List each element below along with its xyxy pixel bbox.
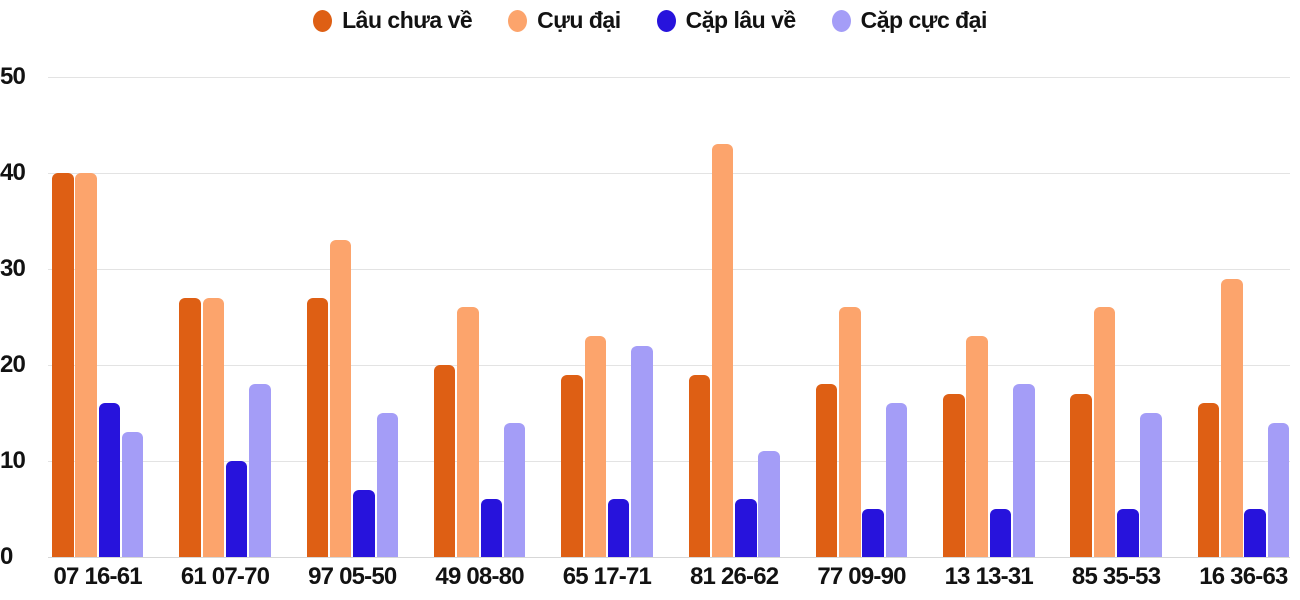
y-axis-tick-label-50: 50 bbox=[0, 63, 26, 90]
legend-label: Lâu chưa về bbox=[342, 7, 473, 33]
x-axis-category-label: 97 05-50 bbox=[308, 563, 397, 590]
bar-series3-group1 bbox=[98, 403, 121, 557]
bar-series4-group7 bbox=[885, 403, 908, 557]
x-axis-category-label: 77 09-90 bbox=[817, 563, 906, 590]
x-axis-category-label: 13 13-31 bbox=[944, 563, 1034, 590]
gridline-50 bbox=[48, 76, 1290, 78]
gridline-40 bbox=[48, 172, 1290, 174]
x-axis-category-label: 81 26-62 bbox=[690, 563, 779, 590]
legend-label: Cặp cực đại bbox=[860, 7, 988, 33]
legend-swatch-icon bbox=[656, 9, 676, 32]
bar-series1-group5 bbox=[561, 374, 583, 557]
bar-series1-group2 bbox=[179, 297, 201, 557]
bar-series4-group1 bbox=[121, 432, 144, 557]
bar-series4-group5 bbox=[631, 345, 653, 557]
bar-series2-group3 bbox=[329, 240, 352, 557]
bar-series1-group7 bbox=[815, 384, 838, 557]
bar-series1-group10 bbox=[1197, 403, 1220, 557]
bar-series2-group8 bbox=[966, 336, 988, 557]
x-axis-category-label: 61 07-70 bbox=[180, 563, 270, 590]
bar-series1-group3 bbox=[306, 297, 329, 557]
bar-series4-group10 bbox=[1267, 422, 1290, 557]
y-axis-tick-label-10: 10 bbox=[0, 447, 26, 474]
bar-series3-group9 bbox=[1117, 509, 1139, 557]
bar-series3-group7 bbox=[862, 509, 884, 557]
bar-series1-group9 bbox=[1070, 393, 1092, 557]
legend-label: Cặp lâu về bbox=[685, 7, 797, 33]
bar-series3-group2 bbox=[225, 461, 248, 557]
bar-series4-group3 bbox=[376, 413, 398, 557]
legend-item-1: Lâu chưa về bbox=[313, 7, 473, 34]
y-axis-tick-label-20: 20 bbox=[0, 351, 26, 378]
bar-series3-group10 bbox=[1244, 509, 1266, 557]
legend-item-2: Cựu đại bbox=[508, 7, 621, 34]
x-axis-category-label: 16 36-63 bbox=[1199, 563, 1288, 590]
bar-series4-group6 bbox=[758, 451, 780, 557]
legend-label: Cựu đại bbox=[537, 7, 621, 33]
x-axis-category-label: 49 08-80 bbox=[435, 563, 524, 590]
bar-series2-group7 bbox=[839, 307, 861, 557]
gridline-20 bbox=[48, 364, 1290, 366]
bar-series4-group2 bbox=[249, 384, 271, 557]
bar-series2-group5 bbox=[584, 336, 606, 557]
bar-series2-group1 bbox=[75, 173, 97, 557]
bar-series3-group4 bbox=[480, 499, 502, 557]
bar-series1-group1 bbox=[52, 173, 74, 557]
legend-item-3: Cặp lâu về bbox=[656, 7, 797, 34]
gridline-30 bbox=[48, 268, 1290, 270]
bar-series3-group5 bbox=[607, 499, 630, 557]
x-axis-category-label: 65 17-71 bbox=[562, 563, 652, 590]
x-axis-category-label: 07 16-61 bbox=[53, 563, 143, 590]
x-axis-category-label: 85 35-53 bbox=[1071, 563, 1161, 590]
bar-series1-group6 bbox=[688, 374, 710, 557]
bar-series3-group8 bbox=[989, 509, 1012, 557]
legend-swatch-icon bbox=[508, 9, 528, 32]
bar-series2-group4 bbox=[457, 307, 479, 557]
bar-series4-group8 bbox=[1013, 384, 1035, 557]
chart-legend: Lâu chưa về Cựu đại Cặp lâu về Cặp cực đại bbox=[0, 7, 1300, 34]
y-axis-tick-label-0: 0 bbox=[0, 543, 13, 570]
legend-swatch-icon bbox=[831, 9, 851, 32]
bar-series2-group2 bbox=[202, 297, 225, 557]
bar-series2-group9 bbox=[1093, 307, 1116, 557]
gridline-10 bbox=[48, 460, 1290, 462]
bar-series1-group8 bbox=[943, 393, 965, 557]
legend-swatch-icon bbox=[313, 9, 333, 32]
bar-series1-group4 bbox=[433, 365, 456, 557]
bar-series4-group4 bbox=[503, 422, 526, 557]
bar-series3-group6 bbox=[735, 499, 757, 557]
bar-series2-group6 bbox=[711, 144, 734, 557]
bar-series2-group10 bbox=[1221, 278, 1243, 557]
bar-series4-group9 bbox=[1140, 413, 1162, 557]
y-axis-tick-label-30: 30 bbox=[0, 255, 26, 282]
gridline-0 bbox=[48, 556, 1290, 558]
y-axis-tick-label-40: 40 bbox=[0, 159, 26, 186]
bar-series3-group3 bbox=[353, 489, 375, 557]
legend-item-4: Cặp cực đại bbox=[831, 7, 988, 34]
